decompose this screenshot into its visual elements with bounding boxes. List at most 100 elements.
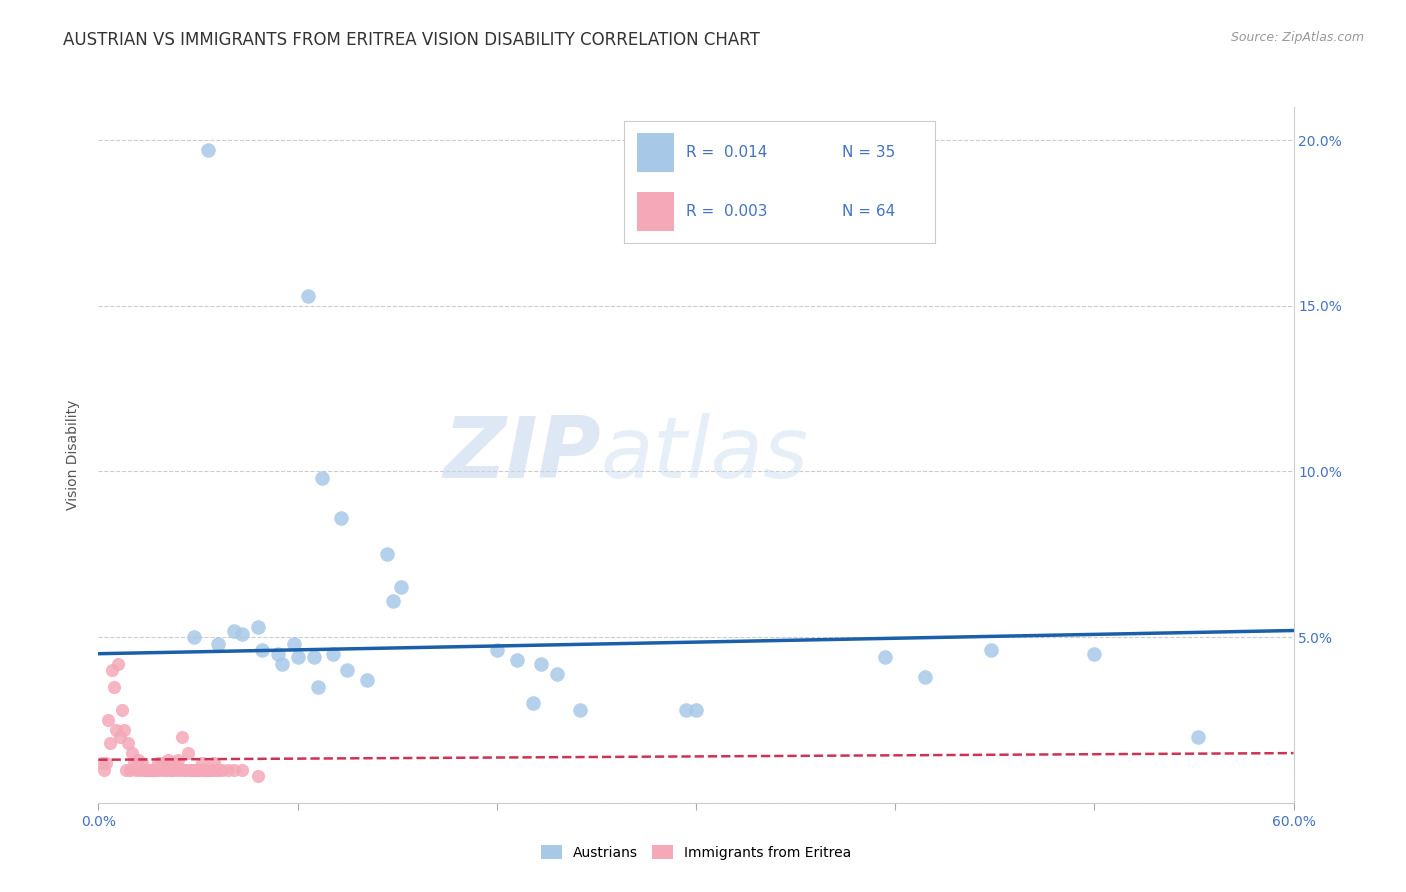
Point	[115, 763, 138, 777]
Point	[127, 753, 149, 767]
Point	[375, 547, 398, 561]
Point	[111, 703, 134, 717]
Point	[149, 763, 172, 777]
Point	[136, 763, 159, 777]
Point	[141, 763, 163, 777]
Point	[105, 723, 128, 737]
Point	[195, 763, 218, 777]
Point	[124, 756, 146, 770]
Point	[93, 763, 115, 777]
Text: AUSTRIAN VS IMMIGRANTS FROM ERITREA VISION DISABILITY CORRELATION CHART: AUSTRIAN VS IMMIGRANTS FROM ERITREA VISI…	[63, 31, 761, 49]
Point	[96, 756, 118, 770]
Point	[110, 730, 132, 744]
Point	[980, 643, 1002, 657]
Point	[307, 680, 329, 694]
Point	[184, 763, 207, 777]
Point	[134, 763, 156, 777]
Point	[135, 763, 157, 777]
Point	[382, 593, 405, 607]
Point	[167, 753, 190, 767]
Point	[197, 763, 219, 777]
Point	[129, 763, 152, 777]
Y-axis label: Vision Disability: Vision Disability	[66, 400, 80, 510]
Point	[160, 763, 183, 777]
Point	[91, 756, 114, 770]
Point	[330, 511, 353, 525]
Point	[172, 730, 194, 744]
Point	[356, 673, 378, 688]
Point	[197, 143, 219, 157]
Point	[187, 763, 209, 777]
Point	[193, 763, 215, 777]
Point	[1187, 730, 1209, 744]
Point	[522, 697, 544, 711]
Point	[207, 637, 229, 651]
Point	[103, 680, 125, 694]
Point	[131, 756, 153, 770]
Point	[150, 756, 173, 770]
Point	[675, 703, 697, 717]
Point	[389, 581, 412, 595]
Point	[231, 763, 253, 777]
Point	[120, 763, 142, 777]
Point	[322, 647, 344, 661]
Point	[198, 763, 221, 777]
Point	[569, 703, 592, 717]
Point	[121, 746, 143, 760]
Point	[267, 647, 290, 661]
Point	[246, 769, 269, 783]
Point	[97, 713, 120, 727]
Point	[875, 650, 897, 665]
Point	[297, 289, 319, 303]
Point	[336, 663, 359, 677]
Point	[169, 763, 191, 777]
Point	[155, 763, 177, 777]
Point	[143, 763, 166, 777]
Legend: Austrians, Immigrants from Eritrea: Austrians, Immigrants from Eritrea	[536, 839, 856, 865]
Point	[112, 723, 135, 737]
Point	[270, 657, 292, 671]
Point	[183, 630, 205, 644]
Point	[485, 643, 508, 657]
Point	[153, 763, 176, 777]
Point	[107, 657, 129, 671]
Point	[250, 643, 273, 657]
Point	[207, 763, 229, 777]
Point	[201, 763, 224, 777]
Point	[159, 763, 181, 777]
Point	[183, 763, 205, 777]
Point	[173, 763, 195, 777]
Point	[530, 657, 553, 671]
Point	[283, 637, 305, 651]
Point	[177, 746, 200, 760]
Point	[222, 624, 245, 638]
Point	[217, 763, 239, 777]
Point	[163, 756, 186, 770]
Point	[211, 763, 233, 777]
Point	[202, 756, 225, 770]
Point	[685, 703, 707, 717]
Point	[125, 763, 148, 777]
Point	[117, 736, 139, 750]
Point	[101, 663, 124, 677]
Point	[148, 756, 170, 770]
Point	[179, 763, 201, 777]
Point	[311, 471, 333, 485]
Point	[914, 670, 936, 684]
Point	[139, 763, 162, 777]
Point	[205, 763, 228, 777]
Point	[157, 753, 180, 767]
Point	[546, 666, 568, 681]
Point	[1083, 647, 1105, 661]
Point	[231, 627, 253, 641]
Point	[174, 763, 197, 777]
Text: atlas: atlas	[600, 413, 808, 497]
Point	[222, 763, 245, 777]
Text: Source: ZipAtlas.com: Source: ZipAtlas.com	[1230, 31, 1364, 45]
Point	[191, 756, 214, 770]
Point	[165, 763, 187, 777]
Point	[98, 736, 122, 750]
Point	[181, 763, 204, 777]
Point	[246, 620, 269, 634]
Point	[287, 650, 309, 665]
